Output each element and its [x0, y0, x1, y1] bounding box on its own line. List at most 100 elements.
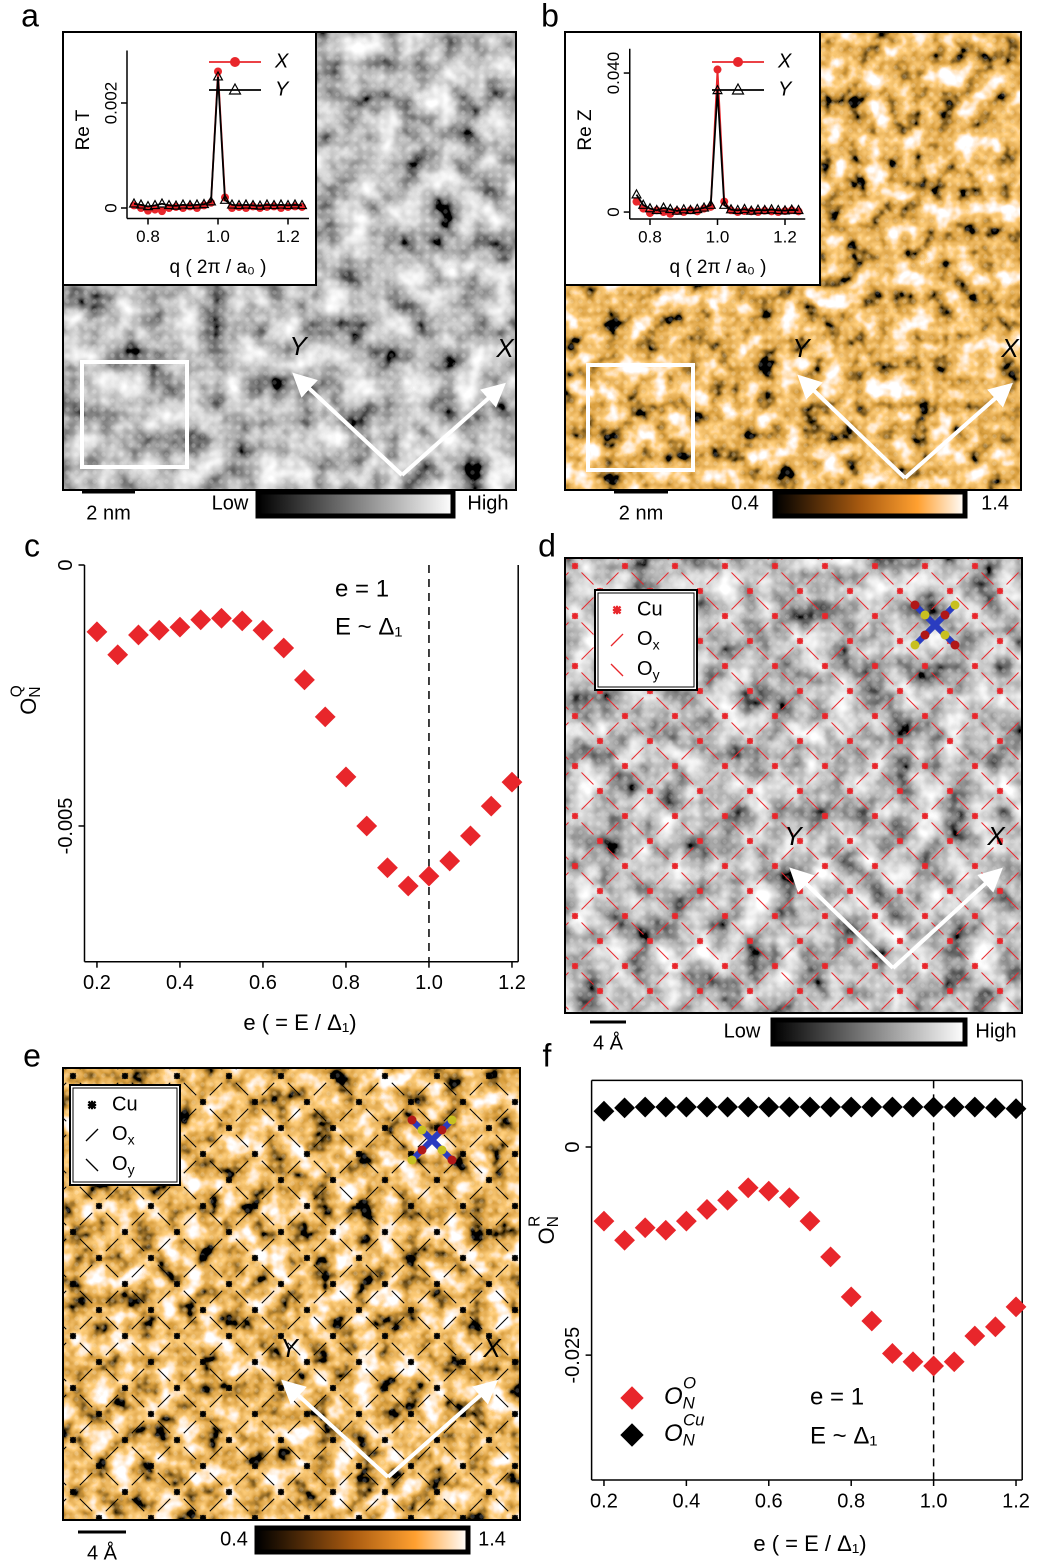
colorbar-label-high: High: [467, 492, 508, 514]
legend-label: Y: [778, 78, 793, 100]
y-tick-label: 0.002: [101, 82, 120, 125]
legend-ox: [85, 1128, 99, 1142]
data-point: [631, 188, 642, 199]
legend-label-sub: x: [653, 636, 660, 652]
y-tick-label: 0: [604, 207, 623, 216]
data-point: [696, 1096, 718, 1118]
data-point: [685, 204, 696, 215]
data-point: [923, 1355, 945, 1377]
data-point: [177, 198, 189, 209]
data-point: [737, 1096, 759, 1118]
legend-marker: [620, 1423, 644, 1447]
molecule-atom: [437, 1125, 447, 1135]
data-point: [943, 1096, 965, 1118]
legend-label: Y: [275, 78, 290, 100]
data-point: [772, 204, 784, 215]
legend-label-sub: N: [683, 1394, 696, 1413]
data-point: [717, 1096, 738, 1118]
annotation: E ~ Δ₁: [335, 613, 403, 640]
data-point: [212, 70, 224, 81]
data-point: [964, 1096, 986, 1118]
legend-marker: [731, 82, 745, 95]
data-point: [778, 1187, 800, 1209]
data-point: [799, 1210, 821, 1232]
direction-label: X: [986, 821, 1006, 851]
legend-label: ONCu: [664, 1411, 704, 1450]
direction-label: X: [1000, 333, 1020, 363]
legend-label-sub: x: [128, 1131, 135, 1147]
data-point: [273, 637, 295, 659]
inset-box: [564, 31, 821, 286]
data-point: [268, 199, 280, 210]
legend-ox: [610, 633, 624, 647]
molecule-atom: [940, 610, 950, 620]
panel-label: f: [543, 1037, 552, 1073]
x-tick-label: 0.6: [755, 1490, 783, 1512]
data-point: [820, 1096, 841, 1118]
data-point: [675, 1210, 697, 1232]
data-point: [240, 198, 252, 209]
scale-bar-label: 4 Å: [87, 1541, 118, 1564]
legend-label-sub: y: [128, 1161, 135, 1177]
molecule-atom: [920, 630, 930, 640]
data-point: [691, 203, 703, 214]
data-point: [226, 198, 238, 209]
data-point: [1005, 1296, 1027, 1318]
scale-bar-label: 2 nm: [86, 502, 130, 524]
y-tick-label: 0: [55, 559, 77, 570]
scale-bar-label: 4 Å: [593, 1031, 624, 1054]
molecule-atom: [950, 600, 960, 610]
data-point: [779, 204, 791, 215]
data-point: [614, 1229, 635, 1251]
y-axis-label-sub: N: [545, 1216, 562, 1227]
data-point: [356, 815, 378, 837]
data-point: [289, 198, 301, 209]
x-tick-label: 0.2: [590, 1490, 618, 1512]
molecule-atom: [910, 640, 920, 650]
data-point: [135, 198, 147, 209]
data-point: [314, 706, 336, 728]
direction-label: Y: [792, 333, 811, 363]
inset-box: [62, 31, 317, 286]
x-tick-label: 0.6: [249, 972, 277, 994]
data-point: [902, 1096, 924, 1118]
direction-label: Y: [289, 331, 308, 361]
data-point: [198, 198, 210, 209]
y-tick-label: -0.005: [55, 798, 77, 855]
data-point: [261, 198, 273, 209]
data-point: [644, 202, 656, 213]
data-point: [219, 194, 231, 204]
x-tick-label: 1.0: [415, 972, 443, 994]
scale-bar-label: 2 nm: [619, 502, 663, 524]
molecule-atom: [447, 1115, 457, 1125]
legend-label-sub: y: [653, 666, 660, 682]
data-point: [335, 766, 357, 788]
data-point: [275, 198, 287, 209]
data-point: [128, 197, 140, 208]
legend-label-base: O: [664, 1383, 683, 1410]
direction-arrow: [789, 867, 895, 970]
y-axis-label: Re Z: [575, 109, 596, 151]
legend-label-base: O: [637, 628, 653, 650]
data-point: [460, 825, 481, 847]
data-point: [501, 771, 523, 793]
data-point: [923, 1096, 945, 1118]
data-point: [767, 207, 776, 216]
data-point: [658, 201, 669, 212]
panel-label: b: [541, 0, 559, 33]
data-point: [758, 1180, 780, 1202]
image-panel: XY2 nm 0.4 1.4: [564, 31, 1022, 524]
data-point: [634, 1217, 656, 1239]
data-point: [205, 195, 217, 206]
y-tick-label: 0: [101, 203, 120, 212]
data-point: [696, 1199, 718, 1220]
legend-label-sup: O: [683, 1374, 696, 1393]
colorbar: [770, 1017, 968, 1047]
data-point: [107, 644, 129, 666]
data-point: [593, 1100, 615, 1122]
direction-arrow: [891, 867, 1003, 970]
x-tick-label: 0.4: [672, 1490, 700, 1512]
colorbar-label-high: 1.4: [981, 492, 1009, 514]
direction-arrow: [903, 382, 1013, 480]
